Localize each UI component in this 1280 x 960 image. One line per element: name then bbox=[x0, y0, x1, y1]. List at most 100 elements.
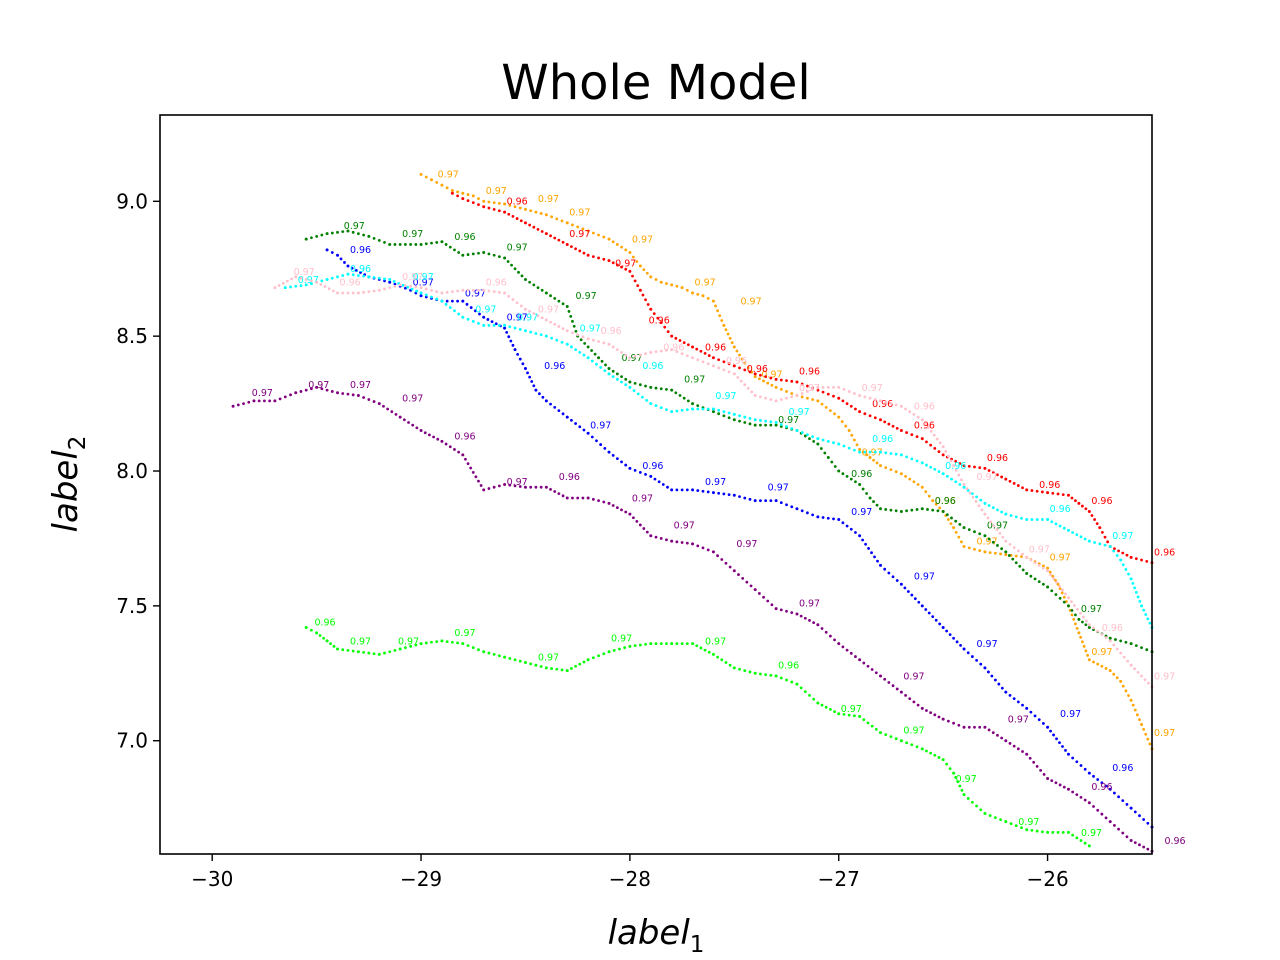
trail-dot bbox=[1103, 535, 1107, 539]
trail-dot bbox=[1049, 729, 1052, 733]
data-point bbox=[325, 278, 329, 282]
data-point bbox=[1087, 623, 1091, 627]
trail-dot bbox=[1055, 737, 1058, 741]
trail-dot bbox=[599, 443, 603, 446]
data-point bbox=[607, 259, 611, 263]
trail-dot bbox=[289, 285, 292, 289]
point-annotation: 0.96 bbox=[705, 342, 726, 353]
trail-dot bbox=[908, 477, 912, 481]
trail-dot bbox=[497, 484, 501, 488]
data-point bbox=[649, 402, 653, 406]
data-point bbox=[586, 356, 590, 360]
trail-dot bbox=[988, 551, 992, 555]
trail-dot bbox=[424, 295, 428, 299]
trail-dot bbox=[487, 252, 491, 256]
data-point bbox=[607, 342, 611, 346]
trail-dot bbox=[699, 349, 703, 353]
trail-dot bbox=[540, 316, 544, 320]
trail-dot bbox=[406, 285, 410, 289]
trail-dot bbox=[946, 719, 950, 723]
trail-dot bbox=[740, 357, 744, 361]
trail-dot bbox=[894, 403, 898, 407]
point-annotation: 0.97 bbox=[350, 380, 371, 391]
trail-dot bbox=[995, 528, 999, 531]
trail-dot bbox=[933, 753, 937, 757]
point-annotation: 0.97 bbox=[569, 207, 590, 218]
data-point bbox=[482, 288, 486, 292]
trail-dot bbox=[1058, 524, 1062, 528]
trail-dot bbox=[1062, 595, 1066, 599]
data-point bbox=[419, 642, 423, 646]
data-point bbox=[325, 232, 329, 236]
trail-dot bbox=[508, 203, 512, 207]
trail-dot bbox=[887, 422, 891, 426]
trail-dot bbox=[1071, 833, 1075, 837]
trail-dot bbox=[812, 621, 816, 624]
plot-frame bbox=[159, 114, 1153, 855]
trail-dot bbox=[824, 630, 828, 634]
trail-dot bbox=[806, 384, 809, 388]
trail-dot bbox=[1098, 542, 1102, 546]
data-point bbox=[899, 690, 903, 694]
data-point bbox=[388, 280, 392, 284]
trail-dot bbox=[908, 697, 912, 701]
trail-dot bbox=[579, 338, 583, 342]
trail-dot bbox=[541, 395, 545, 399]
trail-dot bbox=[701, 546, 705, 550]
data-point bbox=[586, 496, 590, 500]
trail-dot bbox=[1033, 561, 1037, 565]
trail-dot bbox=[696, 292, 700, 296]
data-point bbox=[732, 569, 736, 573]
data-point bbox=[837, 518, 841, 522]
trail-dot bbox=[850, 433, 854, 437]
trail-dot bbox=[706, 362, 710, 366]
trail-dot bbox=[764, 419, 768, 423]
trail-dot bbox=[875, 461, 879, 465]
trail-dot bbox=[1133, 810, 1137, 814]
trail-dot bbox=[1008, 742, 1012, 745]
trail-dot bbox=[507, 212, 511, 216]
trail-dot bbox=[570, 345, 573, 349]
trail-dot bbox=[394, 412, 398, 416]
trail-dot bbox=[661, 483, 665, 486]
trail-dot bbox=[855, 443, 859, 447]
data-point bbox=[461, 191, 465, 195]
data-point bbox=[983, 501, 987, 505]
trail-dot bbox=[701, 360, 705, 364]
trail-dot bbox=[519, 304, 523, 308]
trail-dot bbox=[590, 435, 594, 439]
trail-dot bbox=[597, 256, 600, 260]
trail-dot bbox=[492, 207, 496, 211]
data-point bbox=[1004, 553, 1008, 557]
trail-dot bbox=[862, 718, 866, 722]
trail-dot bbox=[299, 276, 303, 280]
trail-dot bbox=[1056, 492, 1060, 496]
trail-dot bbox=[1021, 552, 1024, 556]
data-point bbox=[732, 493, 736, 497]
trail-dot bbox=[561, 302, 565, 306]
trail-dot bbox=[277, 284, 281, 287]
trail-dot bbox=[861, 487, 865, 491]
trail-dot bbox=[819, 447, 823, 450]
trail-dot bbox=[1050, 520, 1054, 524]
trail-dot bbox=[1051, 574, 1055, 578]
trail-dot bbox=[1092, 805, 1095, 808]
trail-dot bbox=[591, 231, 595, 235]
trail-dot bbox=[913, 597, 917, 601]
data-point bbox=[315, 385, 319, 389]
trail-dot bbox=[477, 251, 480, 255]
y-axis-label: label2 bbox=[46, 436, 91, 533]
trail-dot bbox=[532, 283, 536, 287]
data-point bbox=[1140, 604, 1144, 608]
data-point bbox=[722, 323, 726, 327]
trail-dot bbox=[645, 530, 649, 534]
trail-dot bbox=[769, 673, 773, 677]
trail-dot bbox=[905, 431, 909, 434]
trail-dot bbox=[957, 723, 961, 727]
data-point bbox=[1025, 752, 1029, 756]
trail-dot bbox=[477, 197, 480, 201]
data-point bbox=[503, 256, 507, 260]
data-point bbox=[691, 356, 695, 360]
data-point bbox=[858, 450, 862, 454]
data-point bbox=[670, 642, 674, 646]
